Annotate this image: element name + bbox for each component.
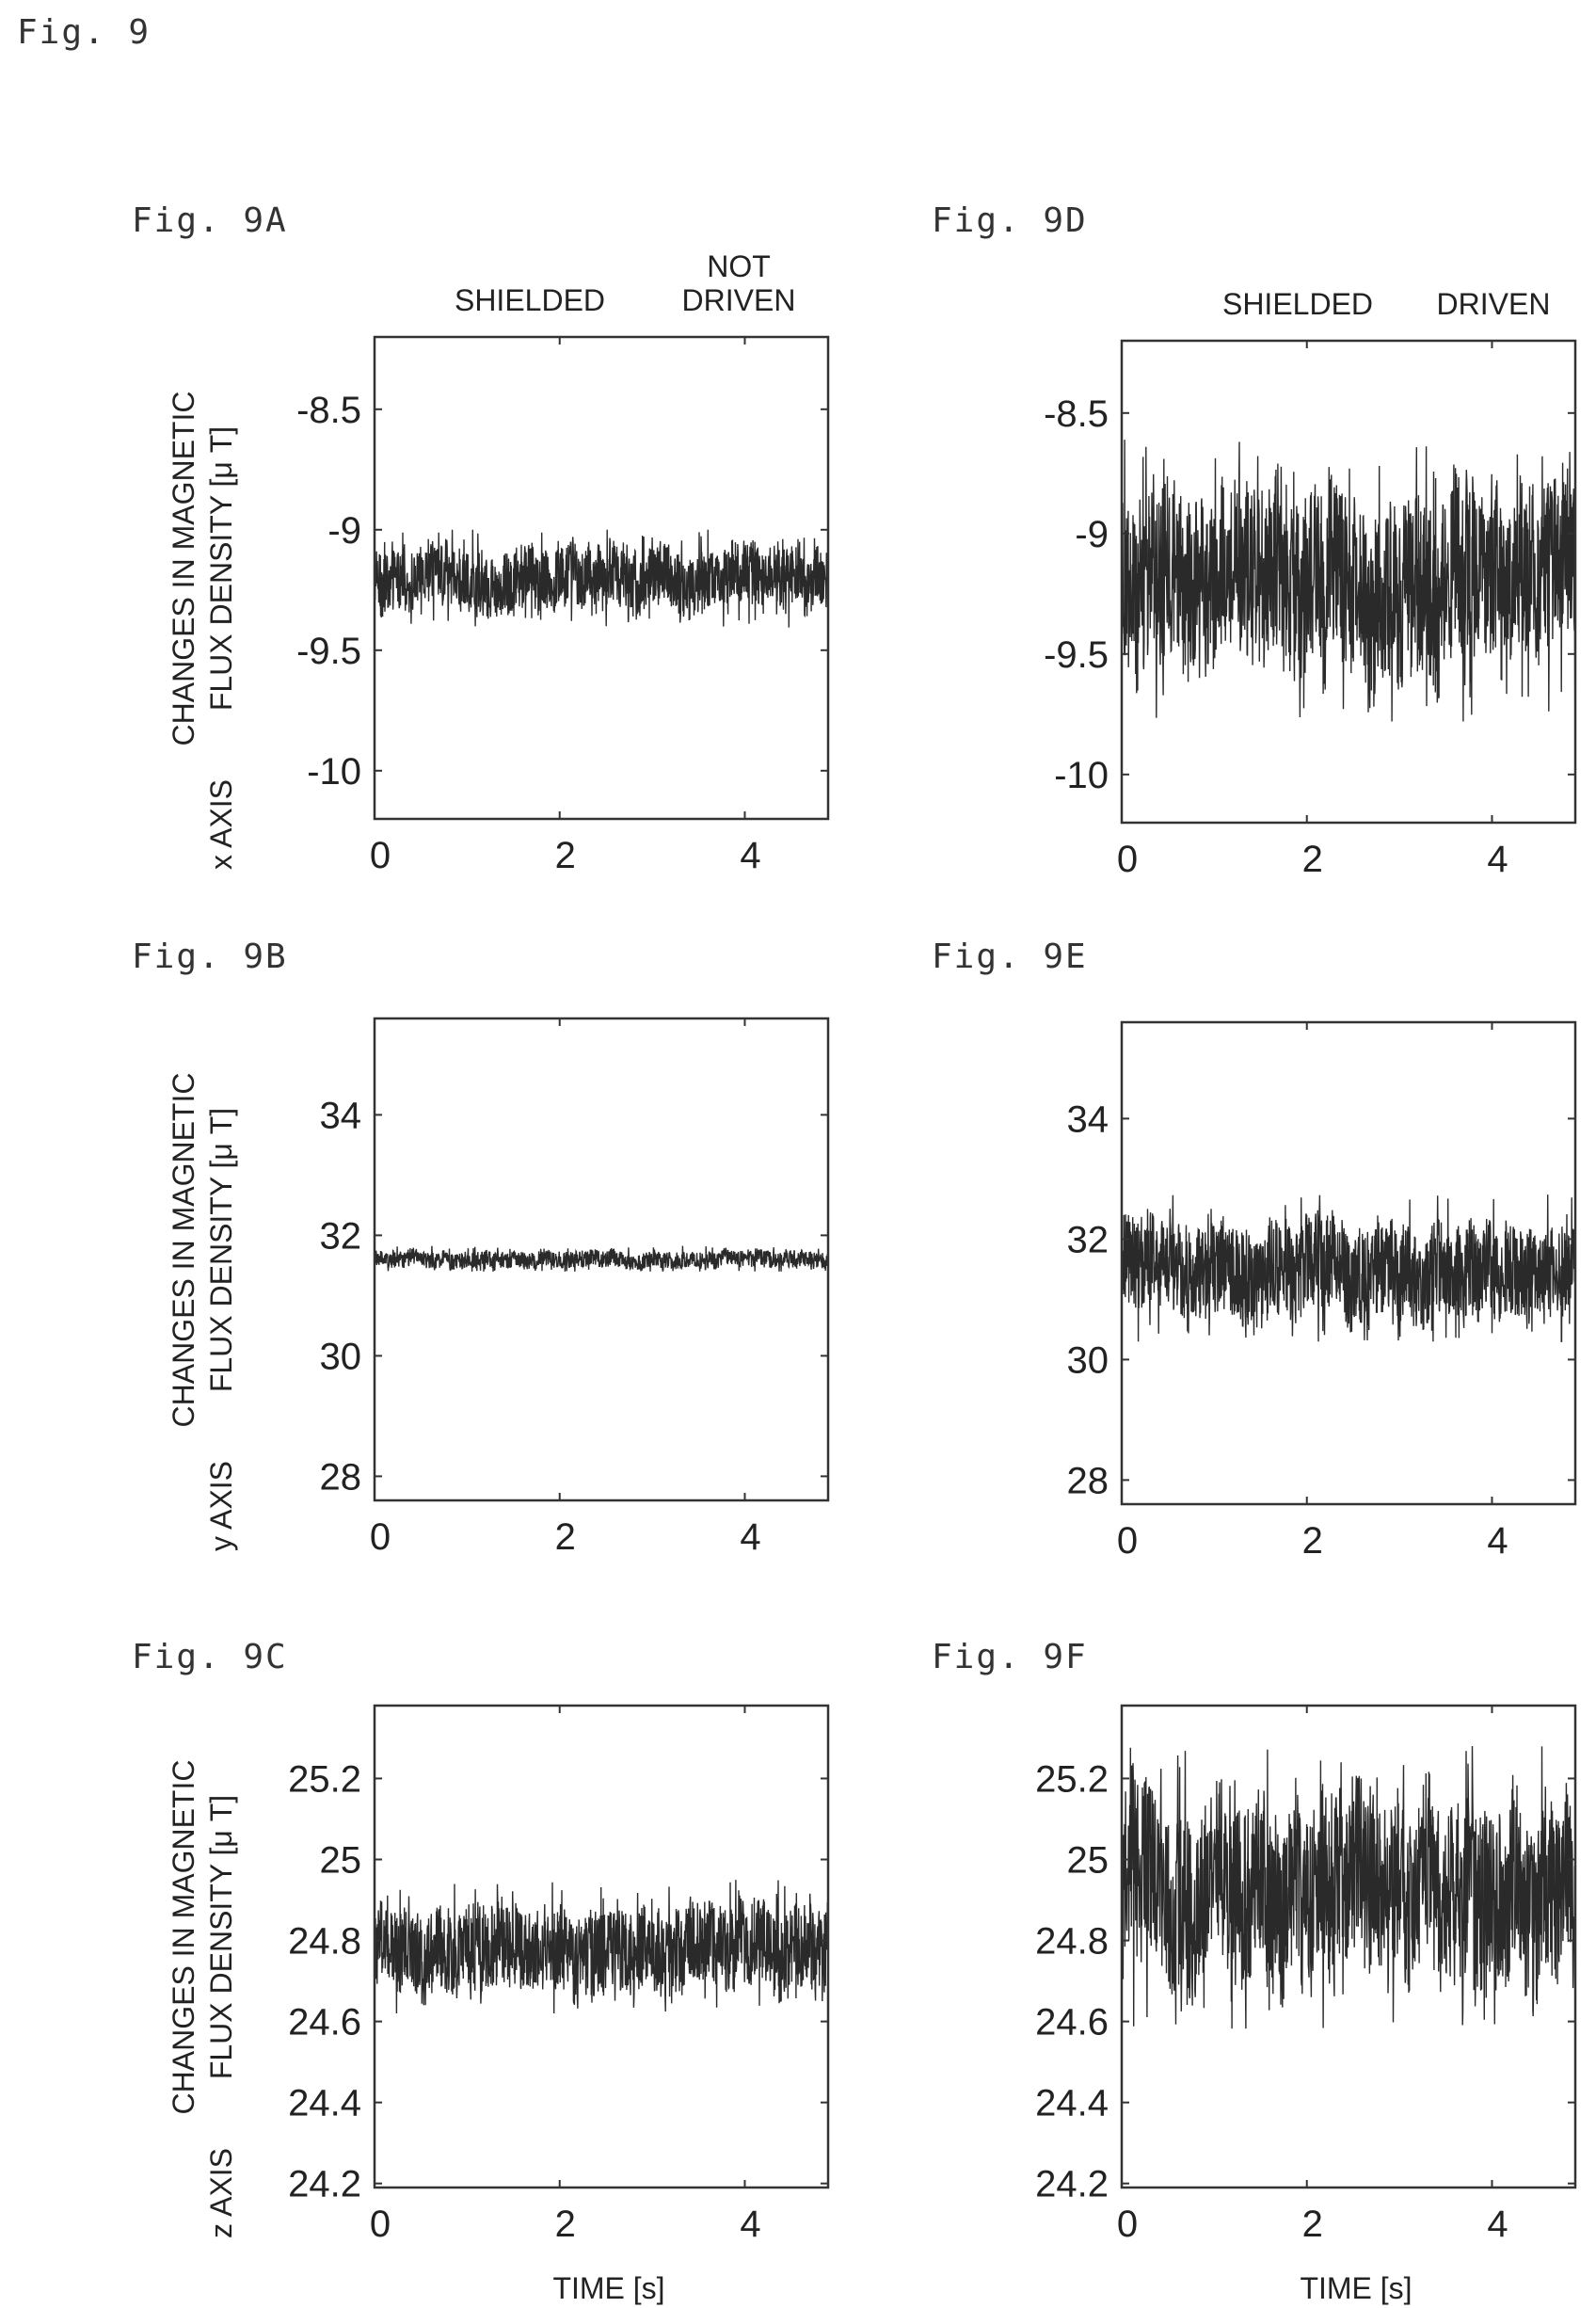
y-tick-label: 25.2 [288, 1758, 361, 1800]
axis-name-label: x AXIS [204, 779, 238, 870]
x-tick-label: 2 [555, 2204, 576, 2245]
panel-label: Fig. 9B [132, 938, 288, 976]
plot-frame [1120, 339, 1577, 825]
x-tick-label: 4 [740, 835, 760, 876]
series-trace-9A [374, 529, 829, 628]
y-tick-label: 25.2 [1035, 1758, 1109, 1800]
y-tick-label: -10 [1054, 755, 1109, 796]
condition-label-drive: DRIVEN [1437, 287, 1551, 321]
y-axis-label-line2: FLUX DENSITY [μ T] [204, 426, 238, 711]
x-tick-label: 2 [555, 835, 576, 876]
y-tick-label: -8.5 [296, 390, 361, 431]
y-tick-label: 24.6 [288, 2002, 361, 2044]
panel-label: Fig. 9C [132, 1638, 288, 1676]
y-tick-label: -9 [327, 510, 361, 552]
x-tick-label: 0 [370, 1516, 391, 1558]
x-tick-label: 0 [1117, 2204, 1138, 2245]
y-tick-label: 30 [1067, 1339, 1109, 1381]
panel-label: Fig. 9D [932, 201, 1088, 240]
panel-label: Fig. 9E [932, 938, 1088, 976]
x-tick-label: 4 [1487, 1520, 1508, 1562]
x-tick-label: 4 [1487, 2204, 1508, 2245]
plot-frame [373, 1017, 830, 1502]
y-tick-label: -9.5 [296, 631, 361, 672]
y-tick-label: 25 [320, 1839, 362, 1881]
y-axis-label-line1: CHANGES IN MAGNETIC [167, 1073, 200, 1428]
y-tick-label: 24.6 [1035, 2002, 1109, 2044]
y-tick-label: 24.8 [1035, 1921, 1109, 1963]
panel-9C: Fig. 9C 25.2 25 24.8 24.6 24.4 24.20 2 4 CHANGES … [132, 1638, 830, 2305]
y-tick-label: 32 [1067, 1219, 1109, 1260]
condition-label-shielded: SHIELDED [455, 283, 605, 317]
x-tick-label: 4 [740, 2204, 760, 2245]
x-tick-label: 4 [1487, 839, 1508, 880]
y-axis-label-line2: FLUX DENSITY [μ T] [204, 1795, 238, 2079]
x-tick-label: 2 [555, 1516, 576, 1558]
series-trace-9D [1121, 440, 1576, 722]
figure-title: Fig. 9 [17, 13, 151, 52]
x-tick-label: 0 [370, 835, 391, 876]
axis-name-label: y AXIS [204, 1461, 238, 1551]
y-tick-label: 28 [320, 1456, 362, 1498]
y-tick-label: 24.2 [1035, 2164, 1109, 2205]
x-tick-label: 0 [1117, 1520, 1138, 1562]
plot-frame [1120, 1704, 1577, 2189]
x-axis-label: TIME [s] [1300, 2271, 1412, 2305]
y-tick-label: 24.4 [288, 2083, 361, 2124]
x-tick-label: 0 [1117, 839, 1138, 880]
plot-frame [1120, 1020, 1577, 1506]
y-tick-label: 34 [320, 1095, 362, 1136]
plot-frame [373, 1704, 830, 2189]
y-tick-label: 30 [320, 1336, 362, 1377]
series-trace-9F [1121, 1745, 1576, 2029]
y-tick-label: -8.5 [1044, 393, 1109, 435]
y-axis-label-line1: CHANGES IN MAGNETIC [167, 392, 200, 746]
plot-frame [373, 335, 830, 821]
condition-label-drive: NOT [707, 249, 771, 283]
y-tick-label: -10 [307, 751, 361, 793]
panel-9B: Fig. 9B 34 32 30 280 2 4 CHANGES IN MAGNETIC FLU… [132, 938, 830, 1558]
y-tick-label: 32 [320, 1215, 362, 1257]
panel-label: Fig. 9A [132, 201, 288, 240]
x-tick-label: 2 [1302, 2204, 1323, 2245]
y-tick-label: 24.2 [288, 2164, 361, 2205]
series-trace-9E [1121, 1194, 1576, 1342]
series-trace-9B [374, 1245, 829, 1272]
panel-label: Fig. 9F [932, 1638, 1088, 1676]
axis-name-label: z AXIS [204, 2148, 238, 2238]
x-tick-label: 4 [740, 1516, 760, 1558]
condition-label-drive: DRIVEN [682, 283, 796, 317]
y-tick-label: -9.5 [1044, 634, 1109, 676]
condition-label-shielded: SHIELDED [1222, 287, 1373, 321]
y-tick-label: 28 [1067, 1460, 1109, 1501]
y-axis-label-line1: CHANGES IN MAGNETIC [167, 1760, 200, 2115]
series-trace-9C [374, 1880, 829, 2014]
x-tick-label: 2 [1302, 1520, 1323, 1562]
y-tick-label: 34 [1067, 1098, 1109, 1140]
x-axis-label: TIME [s] [552, 2271, 664, 2305]
y-tick-label: 24.8 [288, 1921, 361, 1963]
y-axis-label-line2: FLUX DENSITY [μ T] [204, 1108, 238, 1392]
x-tick-label: 0 [370, 2204, 391, 2245]
y-tick-label: 25 [1067, 1839, 1109, 1881]
panel-9E: Fig. 9E 34 32 30 280 2 4 [932, 938, 1577, 1562]
y-tick-label: -9 [1075, 514, 1109, 555]
panel-9D: Fig. 9D SHIELDED DRIVEN -8.5 -9 -9.5 -10 0 2 4 [932, 201, 1577, 880]
y-tick-label: 24.4 [1035, 2083, 1109, 2124]
x-tick-label: 2 [1302, 839, 1323, 880]
panel-9F: Fig. 9F 25.2 25 24.8 24.6 24.4 24.20 2 4 TIME [s] [932, 1638, 1577, 2305]
